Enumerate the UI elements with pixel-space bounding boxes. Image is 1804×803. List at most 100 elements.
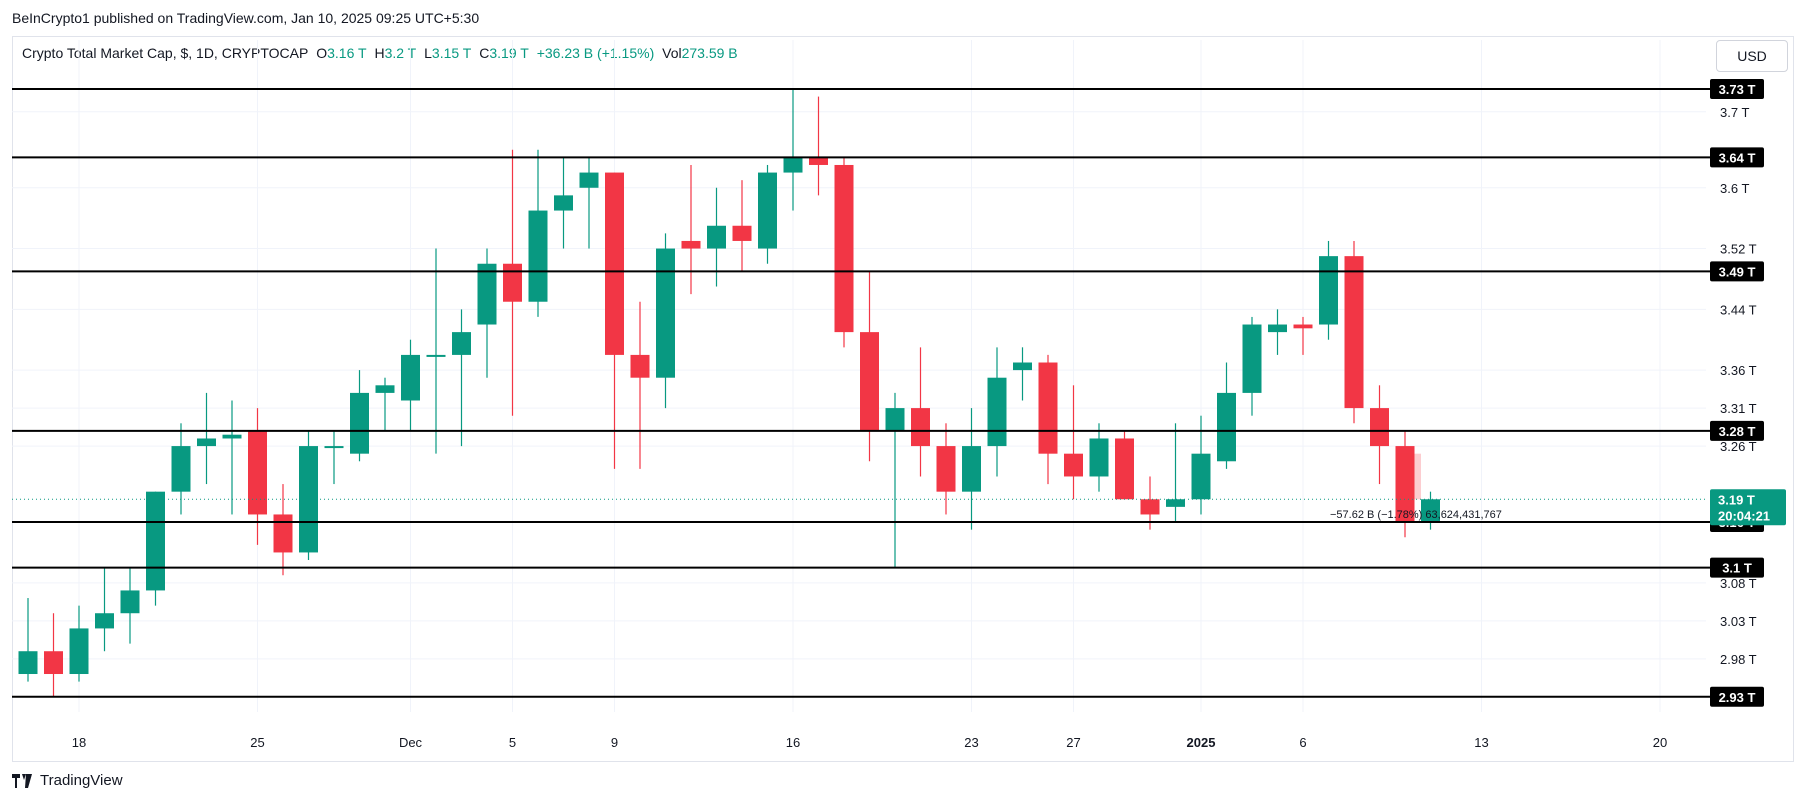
candle-body — [1166, 499, 1185, 507]
level-label-box — [1710, 147, 1764, 168]
legend-change: +36.23 B (+1.15%) — [536, 45, 655, 61]
candle-body — [222, 434, 242, 439]
candle-body — [885, 408, 905, 431]
price-tick-label: 2.98 T — [1720, 652, 1757, 667]
candle-body — [273, 514, 293, 553]
candle-body — [1319, 256, 1338, 325]
candle-body — [1395, 446, 1415, 523]
candle-body — [911, 408, 930, 447]
price-tick-label: 3.03 T — [1720, 614, 1757, 629]
candle-body — [452, 332, 471, 355]
price-tick-label: 3.08 T — [1720, 576, 1757, 591]
candle-body — [1293, 324, 1313, 329]
price-tick-label: 3.36 T — [1720, 363, 1757, 378]
legend-high: H3.2 T — [374, 45, 417, 61]
level-label-box — [1710, 78, 1764, 99]
time-tick-label: 20 — [1653, 735, 1667, 750]
candle-body — [477, 263, 497, 325]
time-tick-label: 13 — [1474, 735, 1488, 750]
price-axis: 3.7 T 3.6 T 3.52 T 3.44 T 3.36 T 3.31 T 3.26 T… — [1710, 78, 1786, 707]
candle-body — [528, 210, 548, 302]
candle-body — [44, 651, 63, 675]
time-axis: 18 25 Dec 5 9 16 23 27 2025 6 13 20 — [72, 735, 1667, 750]
candle-body — [758, 172, 777, 249]
candles — [18, 88, 1440, 697]
candle-body — [426, 354, 446, 357]
price-tick-label: 3.44 T — [1720, 302, 1757, 317]
level-label: 2.93 T — [1719, 690, 1756, 705]
candle-body — [69, 628, 89, 675]
time-tick-label: 18 — [72, 735, 86, 750]
level-label: 3.1 T — [1722, 561, 1752, 576]
candle-body — [707, 225, 726, 249]
price-tick-label: 3.6 T — [1720, 181, 1749, 196]
candle-body — [95, 613, 114, 629]
legend-close: C3.19 T — [479, 45, 529, 61]
candle-body — [324, 446, 344, 449]
last-price-label: 3.19 T — [1718, 492, 1755, 507]
candle-body — [962, 446, 981, 492]
candle-body — [375, 385, 395, 393]
candle-body — [1217, 392, 1236, 462]
candle-body — [1344, 256, 1364, 409]
grid-lines — [12, 40, 1706, 712]
candle-body — [783, 157, 803, 173]
level-label-box — [1710, 686, 1764, 707]
candle-body — [503, 263, 522, 302]
price-tick-label: 3.52 T — [1720, 242, 1757, 257]
last-price-box — [1710, 489, 1786, 526]
level-label: 3.49 T — [1719, 264, 1756, 279]
tradingview-footer[interactable]: TradingView — [12, 772, 123, 789]
candle-body — [1242, 324, 1262, 393]
legend-open: O3.16 T — [316, 45, 367, 61]
time-tick-label: 16 — [786, 735, 800, 750]
candle-body — [1191, 453, 1211, 500]
time-tick-label: 23 — [964, 735, 978, 750]
chart-legend: Crypto Total Market Cap, $, 1D, CRYPTOCA… — [22, 45, 742, 61]
candle-body — [936, 446, 956, 492]
tradingview-logo-icon — [12, 773, 32, 788]
measure-box — [1397, 453, 1421, 500]
time-tick-label: Dec — [399, 735, 423, 750]
candle-body — [1140, 499, 1160, 515]
key-levels — [12, 87, 1710, 698]
time-tick-label: 9 — [611, 735, 618, 750]
candle-body — [1038, 362, 1058, 454]
price-tick-label: 3.31 T — [1720, 401, 1757, 416]
candle-body — [1089, 438, 1109, 477]
candle-body — [401, 354, 420, 401]
chart-frame — [12, 36, 1794, 762]
candle-body — [579, 172, 599, 188]
price-tick-label: 3.7 T — [1720, 105, 1749, 120]
currency-button[interactable]: USD — [1716, 40, 1788, 72]
candle-body — [1370, 408, 1389, 447]
time-tick-label: 6 — [1299, 735, 1306, 750]
publisher-line: BeInCrypto1 published on TradingView.com… — [12, 10, 480, 26]
candle-body — [834, 164, 854, 333]
countdown-label: 20:04:21 — [1718, 508, 1770, 523]
candle-body — [987, 377, 1007, 447]
level-label-box — [1710, 557, 1764, 578]
legend-low: L3.15 T — [424, 45, 472, 61]
candle-body — [120, 590, 140, 614]
candle-body — [350, 392, 369, 454]
measure-label: −57.62 B (−1.78%) 63,624,431,767 — [1330, 509, 1502, 521]
time-tick-label: 5 — [509, 735, 516, 750]
candle-body — [18, 651, 38, 675]
candle-body — [1421, 499, 1440, 523]
tradingview-brand: TradingView — [40, 772, 123, 789]
candle-body — [248, 430, 267, 515]
legend-volume: Vol273.59 B — [662, 45, 738, 61]
candle-body — [1064, 453, 1083, 477]
time-tick-label: 27 — [1066, 735, 1080, 750]
price-tick-label: 3.26 T — [1720, 439, 1757, 454]
candle-body — [1013, 362, 1032, 371]
candle-body — [809, 157, 828, 165]
candle-body — [656, 248, 675, 378]
candle-body — [554, 195, 573, 211]
level-label: 3.64 T — [1719, 150, 1756, 165]
time-tick-label: 25 — [250, 735, 264, 750]
candle-body — [732, 225, 752, 241]
candle-body — [605, 172, 624, 355]
